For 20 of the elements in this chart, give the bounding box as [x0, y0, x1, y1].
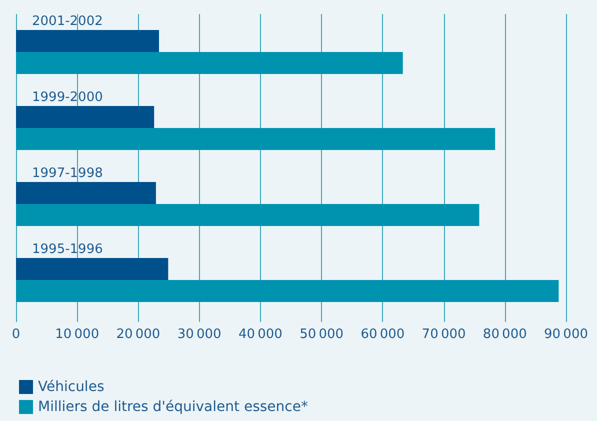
x-tick-label: 50 000 [300, 327, 344, 342]
bar [16, 280, 559, 302]
legend-label: Milliers de litres d'équivalent essence* [38, 399, 308, 415]
x-tick-label: 30 000 [177, 327, 222, 342]
x-tick-label: 80 000 [482, 327, 527, 342]
bar [16, 204, 480, 226]
bar [16, 52, 403, 74]
x-tick-label: 10 000 [55, 327, 100, 342]
x-tick-label: 0 [12, 327, 20, 342]
x-tick-label: 40 000 [238, 327, 282, 342]
x-tick-label: 60 000 [360, 327, 405, 342]
bar [16, 258, 168, 280]
bar [16, 30, 159, 52]
bar [16, 182, 156, 204]
legend-label: Véhicules [38, 379, 104, 395]
bar [16, 128, 496, 150]
bar [16, 106, 154, 128]
x-tick-label: 20 000 [116, 327, 160, 342]
x-tick-label: 90 000 [544, 327, 588, 342]
x-tick-label: 70 000 [422, 327, 466, 342]
